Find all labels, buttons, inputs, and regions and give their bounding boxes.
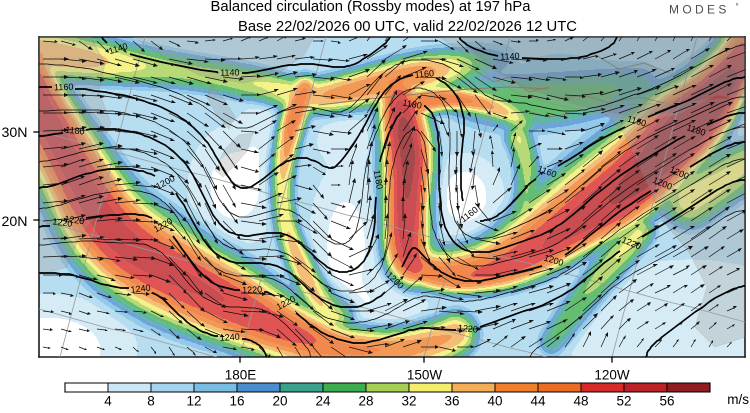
svg-text:1240: 1240 bbox=[130, 283, 151, 295]
svg-text:56: 56 bbox=[659, 394, 674, 409]
svg-text:24: 24 bbox=[315, 394, 331, 409]
svg-text:52: 52 bbox=[616, 394, 631, 409]
svg-text:44: 44 bbox=[530, 394, 546, 409]
svg-text:1180: 1180 bbox=[372, 169, 385, 190]
svg-text:1140: 1140 bbox=[220, 67, 240, 77]
svg-text:Balanced circulation (Rossby m: Balanced circulation (Rossby modes) at 1… bbox=[211, 0, 532, 15]
svg-text:1140: 1140 bbox=[500, 51, 520, 62]
svg-text:4: 4 bbox=[104, 394, 112, 409]
svg-text:48: 48 bbox=[573, 394, 588, 409]
svg-text:1180: 1180 bbox=[65, 125, 85, 137]
svg-text:1220: 1220 bbox=[64, 214, 85, 227]
svg-text:1220: 1220 bbox=[457, 323, 478, 335]
svg-text:1180: 1180 bbox=[402, 97, 423, 110]
svg-text:16: 16 bbox=[229, 394, 244, 409]
svg-text:28: 28 bbox=[358, 394, 373, 409]
svg-text:1220: 1220 bbox=[52, 216, 73, 228]
svg-text:120W: 120W bbox=[594, 368, 630, 383]
svg-text:1160: 1160 bbox=[414, 68, 434, 80]
svg-text:°: ° bbox=[736, 2, 739, 11]
svg-text:m/s: m/s bbox=[727, 392, 749, 407]
svg-text:Base 22/02/2026 00 UTC, valid: Base 22/02/2026 00 UTC, valid 22/02/2026… bbox=[238, 19, 577, 35]
svg-text:30N: 30N bbox=[2, 125, 28, 141]
svg-text:12: 12 bbox=[186, 394, 201, 409]
svg-text:8: 8 bbox=[147, 394, 155, 409]
svg-text:M O D E S: M O D E S bbox=[669, 3, 726, 17]
svg-text:180E: 180E bbox=[225, 368, 257, 383]
svg-text:150W: 150W bbox=[407, 368, 443, 383]
svg-text:20: 20 bbox=[272, 394, 287, 409]
svg-text:20N: 20N bbox=[2, 214, 28, 230]
svg-text:36: 36 bbox=[444, 394, 459, 409]
svg-text:1240: 1240 bbox=[219, 332, 240, 343]
svg-text:1220: 1220 bbox=[242, 284, 262, 295]
svg-text:1160: 1160 bbox=[54, 82, 74, 93]
svg-text:32: 32 bbox=[401, 394, 416, 409]
svg-text:40: 40 bbox=[487, 394, 502, 409]
